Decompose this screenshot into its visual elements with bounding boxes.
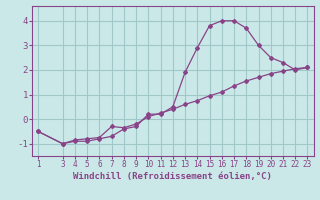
X-axis label: Windchill (Refroidissement éolien,°C): Windchill (Refroidissement éolien,°C) [73,172,272,181]
